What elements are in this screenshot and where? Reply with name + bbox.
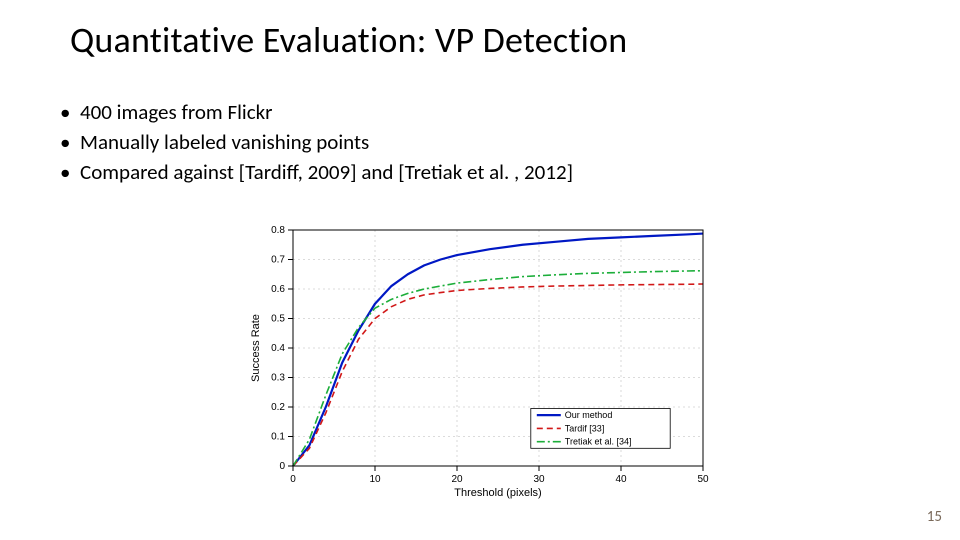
bullet-item: • 400 images from Flickr [60,98,573,128]
svg-text:Tretiak et al. [34]: Tretiak et al. [34] [565,437,632,447]
svg-text:0.1: 0.1 [271,432,285,443]
svg-text:10: 10 [369,474,381,485]
svg-text:Success Rate: Success Rate [250,314,262,382]
svg-text:0.3: 0.3 [271,373,285,384]
svg-text:0.6: 0.6 [271,284,285,295]
bullet-dot: • [60,158,80,188]
bullet-dot: • [60,98,80,128]
svg-text:0.7: 0.7 [271,255,285,266]
svg-text:Our method: Our method [565,410,613,420]
svg-text:Tardif [33]: Tardif [33] [565,423,605,433]
bullet-item: • Compared against [Tardiff, 2009] and [… [60,158,573,188]
bullet-dot: • [60,128,80,158]
svg-text:0: 0 [279,461,285,472]
svg-text:Threshold (pixels): Threshold (pixels) [454,487,541,499]
slide: Quantitative Evaluation: VP Detection • … [0,0,960,540]
svg-text:0.4: 0.4 [271,343,285,354]
svg-text:20: 20 [451,474,463,485]
bullet-text: 400 images from Flickr [80,98,272,128]
svg-text:0: 0 [290,474,296,485]
line-chart: 0 10 20 30 40 50 0 0.1 0.2 0.3 0.4 0.5 0.6 0.7 0.8 Thre… [245,222,715,502]
page-number: 15 [927,508,942,526]
svg-text:40: 40 [615,474,627,485]
svg-text:0.5: 0.5 [271,314,285,325]
svg-text:0.8: 0.8 [271,225,285,236]
bullet-text: Manually labeled vanishing points [80,128,369,158]
svg-text:30: 30 [533,474,545,485]
svg-text:50: 50 [697,474,709,485]
bullet-text: Compared against [Tardiff, 2009] and [Tr… [80,158,573,188]
bullet-list: • 400 images from Flickr • Manually labe… [60,98,573,187]
slide-title: Quantitative Evaluation: VP Detection [70,18,627,62]
bullet-item: • Manually labeled vanishing points [60,128,573,158]
chart-container: 0 10 20 30 40 50 0 0.1 0.2 0.3 0.4 0.5 0.6 0.7 0.8 Thre… [245,222,715,502]
svg-text:0.2: 0.2 [271,402,285,413]
